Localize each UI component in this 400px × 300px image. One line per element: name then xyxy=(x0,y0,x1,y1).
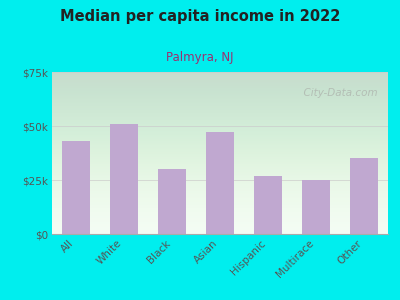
Bar xyxy=(110,124,138,234)
Text: Median per capita income in 2022: Median per capita income in 2022 xyxy=(60,9,340,24)
Text: Palmyra, NJ: Palmyra, NJ xyxy=(166,51,234,64)
Bar xyxy=(206,133,234,234)
Text: City-Data.com: City-Data.com xyxy=(297,88,378,98)
Bar xyxy=(302,180,330,234)
Bar xyxy=(350,158,378,234)
Bar xyxy=(62,141,90,234)
Bar xyxy=(158,169,186,234)
Bar xyxy=(254,176,282,234)
